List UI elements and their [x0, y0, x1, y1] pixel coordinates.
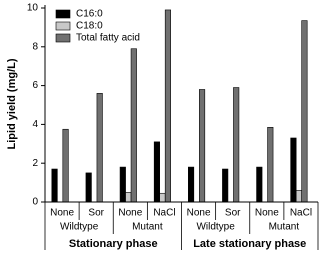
group-label: Mutant	[132, 222, 163, 233]
y-tick-label: 6	[32, 80, 38, 91]
bar	[188, 166, 195, 203]
legend-swatch	[55, 33, 71, 43]
bar	[159, 192, 166, 203]
bar	[233, 87, 240, 203]
bar	[199, 89, 206, 203]
bar	[96, 93, 103, 203]
y-tick-label: 0	[32, 197, 38, 208]
bar	[51, 168, 58, 203]
x-tick-label: None	[50, 208, 74, 219]
bar	[290, 137, 297, 203]
y-tick-label: 10	[27, 3, 39, 14]
bar	[295, 190, 302, 203]
y-tick-label: 4	[32, 119, 38, 130]
y-axis-label: Lipid yield (mg/L)	[6, 58, 18, 149]
bar	[125, 192, 132, 203]
x-tick-label: Sor	[225, 208, 241, 219]
phase-label: Stationary phase	[69, 238, 158, 250]
legend-label: Total fatty acid	[76, 33, 140, 44]
legend-swatch	[55, 9, 71, 19]
group-label: Wildtype	[60, 222, 99, 233]
x-tick-label: Sor	[88, 208, 104, 219]
x-tick-label: None	[187, 208, 211, 219]
bar	[164, 9, 171, 203]
bar	[267, 127, 274, 203]
y-tick-label: 8	[32, 41, 38, 52]
group-label: Wildtype	[196, 222, 235, 233]
bar	[119, 166, 126, 203]
x-tick-label: NaCl	[290, 208, 312, 219]
group-label: Mutant	[269, 222, 300, 233]
x-tick-label: NaCl	[153, 208, 175, 219]
bar	[222, 168, 229, 203]
bar	[85, 172, 92, 203]
bar	[153, 141, 160, 203]
bar	[130, 48, 137, 203]
bar	[62, 128, 69, 203]
x-tick-label: None	[255, 208, 279, 219]
bar	[301, 20, 308, 203]
legend-label: C16:0	[76, 9, 103, 20]
bar	[256, 166, 263, 203]
legend-swatch	[55, 21, 71, 31]
y-tick-label: 2	[32, 158, 38, 169]
x-tick-label: None	[118, 208, 142, 219]
phase-label: Late stationary phase	[193, 238, 306, 250]
legend-label: C18:0	[76, 21, 103, 32]
